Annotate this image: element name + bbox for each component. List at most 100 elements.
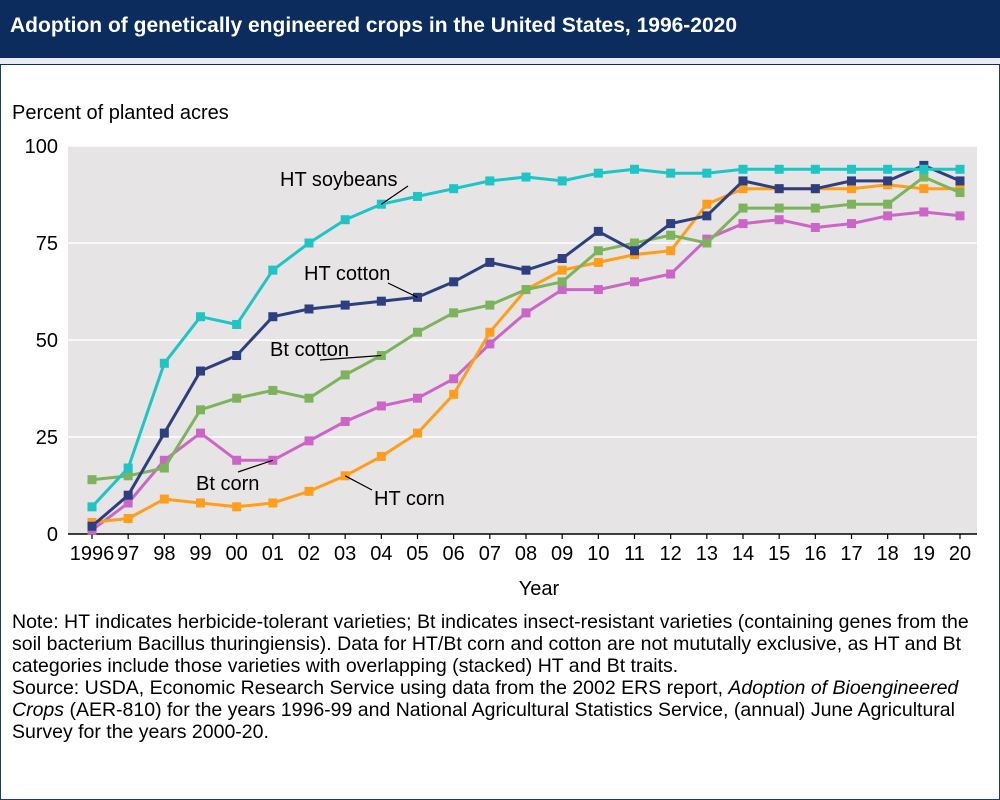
x-tick-label: 09 (551, 543, 573, 565)
data-point (268, 498, 278, 508)
data-point (883, 211, 893, 221)
data-point (810, 222, 820, 232)
data-point (593, 257, 603, 267)
data-point (449, 184, 459, 194)
x-tick-label: 98 (153, 543, 175, 565)
gridlines (68, 145, 977, 535)
data-point (485, 176, 495, 186)
y-axis-label: Percent of planted acres (12, 102, 229, 124)
data-point (159, 463, 169, 473)
data-point (159, 358, 169, 368)
x-tick-label: 19 (913, 543, 935, 565)
data-point (304, 238, 314, 248)
data-point (232, 393, 242, 403)
y-axis-ticks: 0 25 50 75 100 (25, 136, 58, 546)
x-tick-label: 02 (298, 543, 320, 565)
data-point (593, 246, 603, 256)
data-point (196, 428, 205, 438)
data-point (268, 385, 278, 395)
data-point (847, 219, 856, 229)
data-point (485, 257, 495, 267)
data-point (413, 393, 422, 403)
data-point (774, 203, 784, 213)
data-point (593, 168, 603, 178)
data-point (810, 184, 820, 194)
data-point (738, 219, 748, 229)
data-point (304, 486, 314, 496)
data-point (123, 463, 133, 473)
data-point (304, 393, 314, 403)
x-tick-label: 1996 (70, 543, 115, 565)
x-tick-label: 08 (515, 543, 537, 565)
data-point (630, 238, 639, 248)
data-point (449, 277, 459, 287)
data-point (666, 219, 676, 229)
chart-title: Adoption of genetically engineered crops… (10, 14, 738, 37)
series-label-bt-corn: Bt corn (196, 473, 259, 495)
data-point (449, 389, 459, 399)
data-point (702, 168, 712, 178)
leader-line (387, 282, 418, 298)
series-lines (87, 160, 965, 535)
x-tick-label: 97 (117, 543, 139, 565)
data-point (630, 246, 639, 256)
data-point (340, 300, 350, 310)
data-point (847, 184, 856, 194)
x-tick-label: 17 (840, 543, 862, 565)
data-point (196, 312, 205, 322)
x-tick-label: 01 (262, 543, 284, 565)
data-point (847, 176, 856, 186)
data-point (413, 428, 422, 438)
x-tick-label: 06 (443, 543, 465, 565)
data-point (666, 246, 676, 256)
data-point (666, 168, 676, 178)
data-point (738, 184, 748, 194)
data-point (955, 176, 965, 186)
x-tick-label: 13 (696, 543, 718, 565)
data-point (593, 226, 603, 236)
data-point (521, 308, 531, 318)
x-tick-label: 07 (479, 543, 501, 565)
data-point (304, 436, 314, 446)
notes-block: Note: HT indicates herbicide-tolerant va… (12, 611, 994, 743)
leader-line (380, 185, 409, 205)
data-point (557, 285, 567, 295)
source-suffix: (AER-810) for the years 1996-99 and Nati… (12, 699, 955, 743)
x-tick-label: 16 (804, 543, 826, 565)
data-point (630, 164, 639, 174)
data-point (340, 370, 350, 380)
data-point (521, 265, 531, 275)
data-point (666, 269, 676, 279)
title-bar: Adoption of genetically engineered crops… (0, 0, 1000, 58)
data-point (738, 203, 748, 213)
data-point (883, 199, 893, 209)
data-point (774, 215, 784, 225)
y-tick-label: 50 (36, 330, 58, 352)
data-point (159, 494, 169, 504)
data-point (232, 319, 242, 329)
data-point (196, 498, 205, 508)
x-tick-label: 99 (189, 543, 211, 565)
series-label-bt-cotton: Bt cotton (270, 339, 349, 361)
series-labels: HT soybeans HT cotton Bt cotton Bt corn HT c… (196, 169, 445, 510)
data-point (196, 405, 205, 415)
x-tick-label: 20 (949, 543, 971, 565)
data-point (630, 277, 639, 287)
data-point (123, 513, 133, 523)
data-point (376, 451, 386, 461)
data-point (919, 164, 929, 174)
data-point (268, 265, 278, 275)
data-point (340, 215, 350, 225)
data-point (955, 188, 965, 198)
data-point (340, 416, 350, 426)
data-point (883, 176, 893, 186)
x-axis-ticks: 1996 97 98 99 00 01 02 03 04 05 06 07 08 09 10 11 12 13 14… (70, 534, 971, 565)
data-point (557, 176, 567, 186)
data-point (123, 471, 133, 481)
data-point (955, 164, 965, 174)
data-point (449, 308, 459, 318)
data-point (376, 401, 386, 411)
x-tick-label: 03 (334, 543, 356, 565)
series-label-ht-corn: HT corn (374, 488, 445, 510)
